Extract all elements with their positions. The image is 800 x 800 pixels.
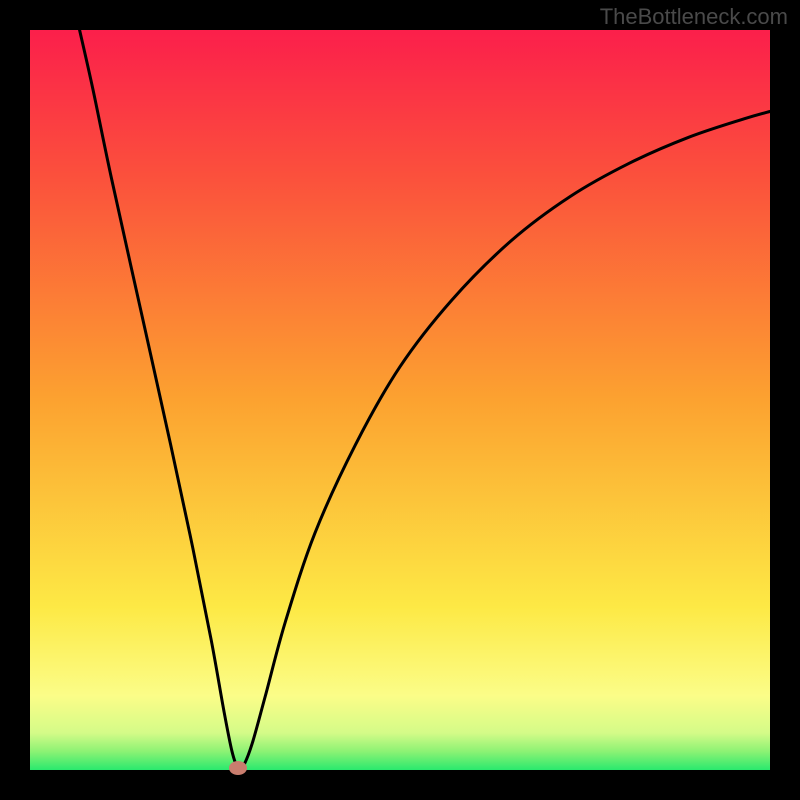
chart-stage: TheBottleneck.com <box>0 0 800 800</box>
watermark-text: TheBottleneck.com <box>600 4 788 30</box>
bottleneck-curve <box>0 0 800 800</box>
optimal-point-marker <box>229 761 247 775</box>
curve-path <box>80 30 770 769</box>
